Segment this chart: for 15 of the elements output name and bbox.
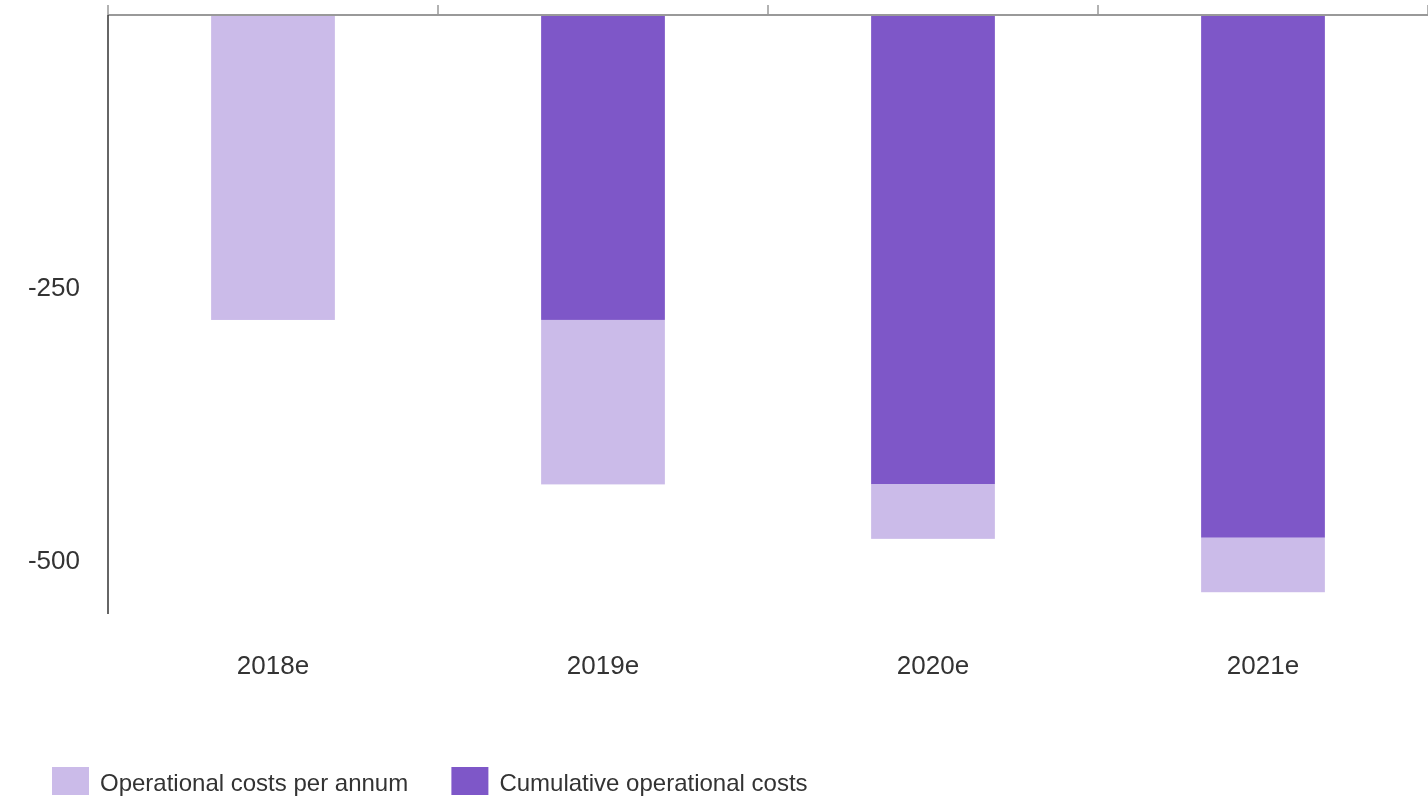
bar	[871, 484, 995, 539]
bar	[541, 15, 665, 320]
y-tick-label: -250	[27, 272, 80, 303]
x-tick-label: 2018e	[236, 650, 310, 680]
bar	[541, 319, 665, 485]
x-tick-label: 2021e	[1226, 650, 1300, 680]
y-tick-label: -500	[27, 544, 80, 575]
bar	[1201, 15, 1325, 538]
legend-label: Cumulative operational costs	[499, 769, 808, 796]
x-tick-label: 2020e	[896, 650, 970, 680]
bar	[1201, 537, 1325, 593]
bar	[871, 15, 995, 485]
x-tick-label: 2019e	[566, 650, 640, 680]
bar	[211, 15, 335, 320]
legend-label: Operational costs per annum	[100, 769, 409, 796]
